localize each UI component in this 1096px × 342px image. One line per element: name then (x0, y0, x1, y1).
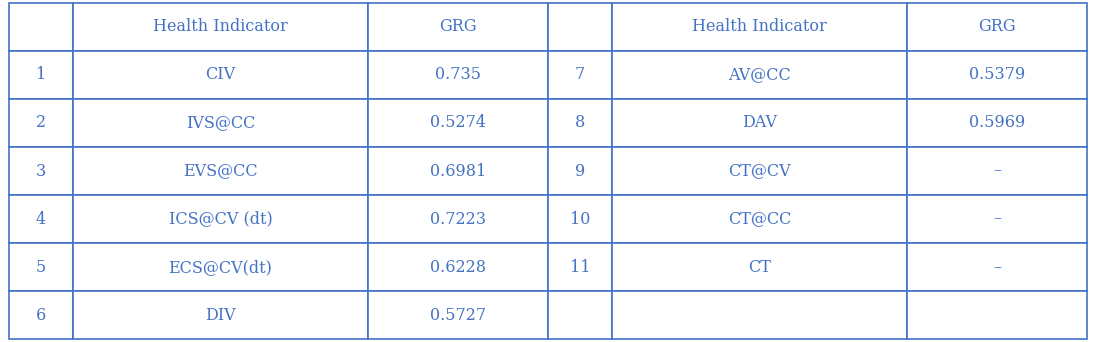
Bar (548, 51, 612, 99)
Bar (9, 51, 72, 99)
Text: 6: 6 (35, 307, 46, 324)
Text: CIV: CIV (205, 66, 236, 83)
Text: ECS@CV(dt): ECS@CV(dt) (169, 259, 272, 276)
Bar (72, 243, 368, 291)
Text: CT: CT (749, 259, 772, 276)
Bar (9, 243, 72, 291)
Bar (368, 243, 548, 291)
Bar (72, 3, 368, 51)
Bar (72, 51, 368, 99)
Text: GRG: GRG (979, 18, 1016, 35)
Bar (907, 3, 1087, 51)
Bar (907, 147, 1087, 195)
Bar (907, 243, 1087, 291)
Text: 0.5274: 0.5274 (430, 115, 487, 131)
Bar (368, 195, 548, 243)
Text: 0.6228: 0.6228 (430, 259, 487, 276)
Text: 0.6981: 0.6981 (430, 162, 487, 180)
Bar (548, 195, 612, 243)
Text: EVS@CC: EVS@CC (183, 162, 258, 180)
Text: 2: 2 (35, 115, 46, 131)
Text: Health Indicator: Health Indicator (153, 18, 288, 35)
Bar (9, 3, 72, 51)
Bar (368, 291, 548, 339)
Bar (9, 147, 72, 195)
Text: –: – (993, 211, 1002, 227)
Bar (72, 195, 368, 243)
Text: 0.5727: 0.5727 (430, 307, 487, 324)
Bar (368, 3, 548, 51)
Bar (368, 51, 548, 99)
Text: 4: 4 (35, 211, 46, 227)
Text: 11: 11 (570, 259, 590, 276)
Text: 9: 9 (574, 162, 585, 180)
Bar (72, 291, 368, 339)
Bar (548, 147, 612, 195)
Bar (612, 99, 907, 147)
Text: 7: 7 (574, 66, 585, 83)
Text: 0.7223: 0.7223 (430, 211, 487, 227)
Bar (368, 99, 548, 147)
Text: 1: 1 (35, 66, 46, 83)
Bar (368, 147, 548, 195)
Text: 10: 10 (570, 211, 590, 227)
Text: DAV: DAV (742, 115, 777, 131)
Text: AV@CC: AV@CC (728, 66, 791, 83)
Text: –: – (993, 259, 1002, 276)
Bar (612, 147, 907, 195)
Text: 0.5969: 0.5969 (969, 115, 1026, 131)
Bar (548, 3, 612, 51)
Text: DIV: DIV (205, 307, 236, 324)
Bar (548, 243, 612, 291)
Bar (9, 195, 72, 243)
Bar (907, 99, 1087, 147)
Bar (9, 99, 72, 147)
Bar (548, 291, 612, 339)
Text: Health Indicator: Health Indicator (693, 18, 827, 35)
Text: 3: 3 (35, 162, 46, 180)
Bar (612, 243, 907, 291)
Bar (72, 147, 368, 195)
Text: 0.735: 0.735 (435, 66, 481, 83)
Bar (9, 291, 72, 339)
Text: 5: 5 (35, 259, 46, 276)
Text: GRG: GRG (439, 18, 477, 35)
Bar (612, 195, 907, 243)
Text: –: – (993, 162, 1002, 180)
Text: 0.5379: 0.5379 (969, 66, 1026, 83)
Text: IVS@CC: IVS@CC (185, 115, 255, 131)
Bar (612, 51, 907, 99)
Bar (907, 195, 1087, 243)
Text: CT@CC: CT@CC (728, 211, 791, 227)
Text: CT@CV: CT@CV (729, 162, 791, 180)
Bar (548, 99, 612, 147)
Bar (72, 99, 368, 147)
Bar (612, 291, 907, 339)
Bar (907, 291, 1087, 339)
Text: 8: 8 (574, 115, 585, 131)
Bar (907, 51, 1087, 99)
Text: ICS@CV (dt): ICS@CV (dt) (169, 211, 272, 227)
Bar (612, 3, 907, 51)
